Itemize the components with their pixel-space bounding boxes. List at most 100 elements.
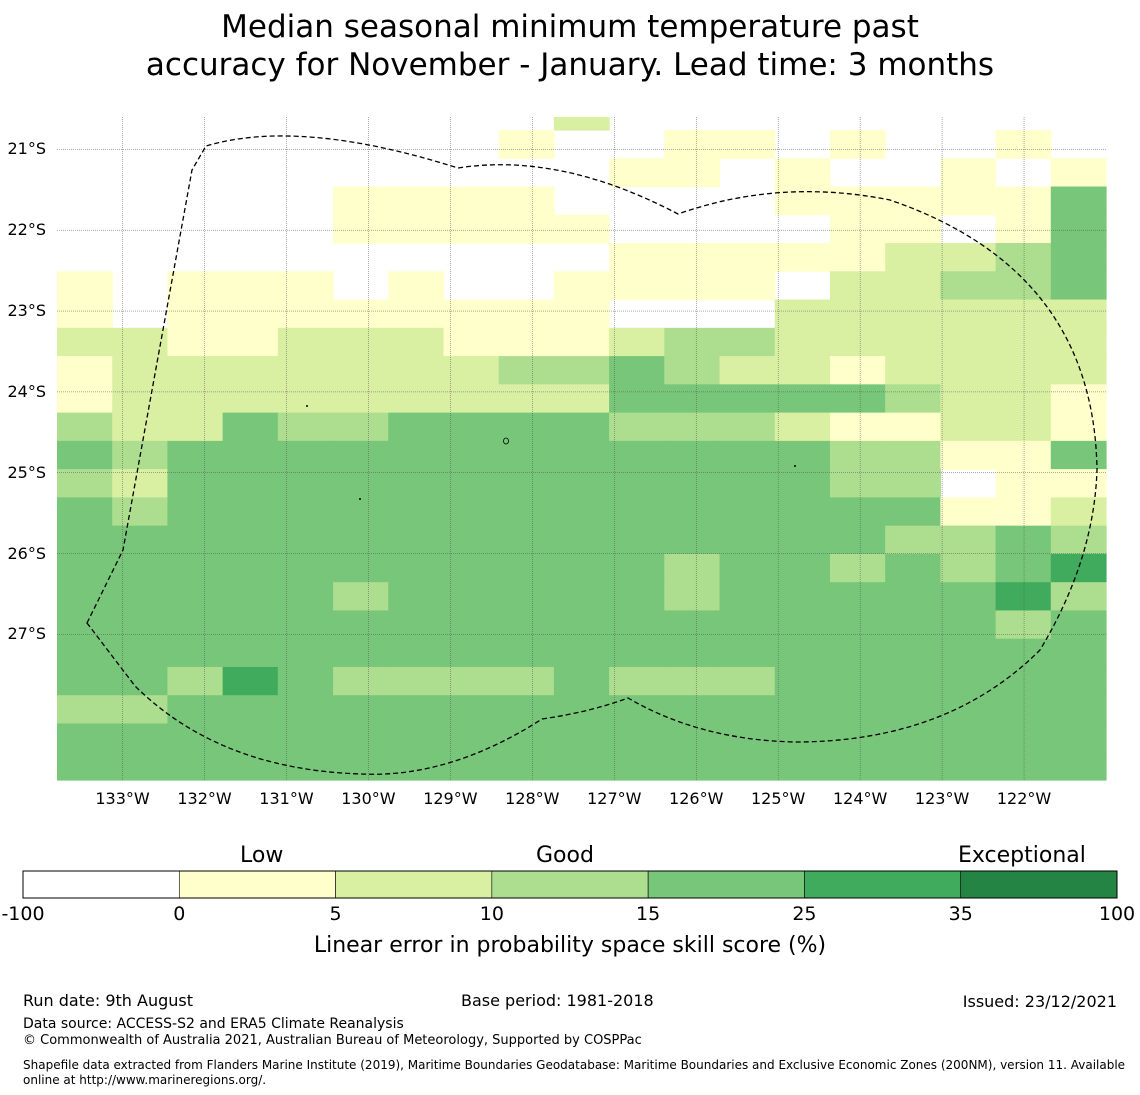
skill-cell xyxy=(443,723,500,753)
skill-cell xyxy=(774,666,831,696)
skill-cell xyxy=(664,412,721,442)
skill-cell xyxy=(167,271,224,301)
skill-cell xyxy=(333,186,389,216)
skill-cell xyxy=(774,497,831,527)
skill-cell xyxy=(885,723,941,753)
skill-cell xyxy=(1050,158,1107,188)
skill-cell xyxy=(333,440,389,470)
skill-cell xyxy=(829,695,886,725)
skill-cell xyxy=(609,327,665,357)
skill-cell xyxy=(498,412,555,442)
skill-cell xyxy=(277,582,334,612)
skill-cell xyxy=(719,327,776,357)
skill-cell xyxy=(995,440,1052,470)
skill-cell xyxy=(1050,356,1107,385)
skill-cell xyxy=(553,553,610,583)
skill-cell xyxy=(885,214,941,244)
skill-cell xyxy=(1050,638,1107,668)
skill-cell xyxy=(940,271,997,301)
skill-cell xyxy=(829,525,886,555)
skill-cell xyxy=(498,214,555,244)
skill-cell xyxy=(498,327,555,357)
skill-cell xyxy=(1050,497,1107,527)
skill-cell xyxy=(333,214,389,244)
skill-cell xyxy=(443,695,500,725)
skill-cell xyxy=(774,525,831,555)
skill-cell xyxy=(940,582,997,612)
skill-cell xyxy=(498,130,555,159)
skill-cell xyxy=(333,666,389,696)
skill-cell xyxy=(222,723,279,753)
skill-cell xyxy=(664,243,721,272)
longitude-label: 126°W xyxy=(669,789,724,808)
skill-cell xyxy=(885,243,941,272)
skill-grid xyxy=(57,117,1107,781)
skill-cell xyxy=(719,525,776,555)
shapefile-credit-line-2: online at http://www.marineregions.org/. xyxy=(23,1073,267,1087)
skill-cell xyxy=(719,469,776,498)
skill-cell xyxy=(995,469,1052,498)
skill-cell xyxy=(222,610,279,640)
skill-cell xyxy=(940,412,997,442)
longitude-label: 123°W xyxy=(914,789,970,808)
skill-cell xyxy=(719,243,776,272)
colorbar-segment xyxy=(178,870,336,899)
skill-cell xyxy=(112,666,169,696)
skill-cell xyxy=(57,440,113,470)
skill-cell xyxy=(1050,412,1107,442)
skill-cell xyxy=(995,412,1052,442)
skill-cell xyxy=(553,638,610,668)
skill-cell xyxy=(443,469,500,498)
skill-cell xyxy=(333,327,389,357)
skill-cell xyxy=(388,299,445,329)
skill-cell xyxy=(829,751,886,781)
colorbar-title: Linear error in probability space skill … xyxy=(313,933,827,958)
latitude-label: 21°S xyxy=(7,139,46,159)
skill-cell xyxy=(774,751,831,781)
skill-cell xyxy=(995,582,1052,612)
skill-cell xyxy=(774,158,831,188)
skill-cell xyxy=(995,130,1052,159)
skill-cell xyxy=(940,666,997,696)
skill-cell xyxy=(829,412,886,442)
skill-cell xyxy=(774,243,831,272)
skill-cell xyxy=(443,299,500,329)
skill-cell xyxy=(277,610,334,640)
skill-cell xyxy=(57,751,113,781)
colorbar-segment xyxy=(491,870,649,899)
skill-cell xyxy=(664,384,721,414)
skill-cell xyxy=(1050,384,1107,414)
skill-cell xyxy=(719,638,776,668)
skill-cell xyxy=(829,214,886,244)
skill-cell xyxy=(443,186,500,216)
skill-cell xyxy=(719,666,776,696)
skill-cell xyxy=(553,327,610,357)
skill-cell xyxy=(719,751,776,781)
skill-cell xyxy=(829,638,886,668)
skill-cell xyxy=(829,299,886,329)
skill-cell xyxy=(277,666,334,696)
colorbar-tick-label: -100 xyxy=(1,903,45,925)
skill-cell xyxy=(112,723,169,753)
skill-cell xyxy=(553,497,610,527)
skill-cell xyxy=(885,751,941,781)
skill-cell xyxy=(333,610,389,640)
skill-cell xyxy=(277,638,334,668)
skill-cell xyxy=(112,469,169,498)
skill-cell xyxy=(885,186,941,216)
skill-cell xyxy=(719,695,776,725)
skill-cell xyxy=(167,582,224,612)
skill-cell xyxy=(829,243,886,272)
skill-cell xyxy=(167,666,224,696)
skill-cell xyxy=(57,723,113,753)
skill-cell xyxy=(167,553,224,583)
skill-cell xyxy=(388,723,445,753)
skill-cell xyxy=(112,327,169,357)
skill-cell xyxy=(443,666,500,696)
colorbar xyxy=(22,870,1118,899)
skill-cell xyxy=(333,412,389,442)
skill-cell xyxy=(222,469,279,498)
skill-cell xyxy=(112,356,169,385)
skill-cell xyxy=(57,525,113,555)
skill-cell xyxy=(664,327,721,357)
